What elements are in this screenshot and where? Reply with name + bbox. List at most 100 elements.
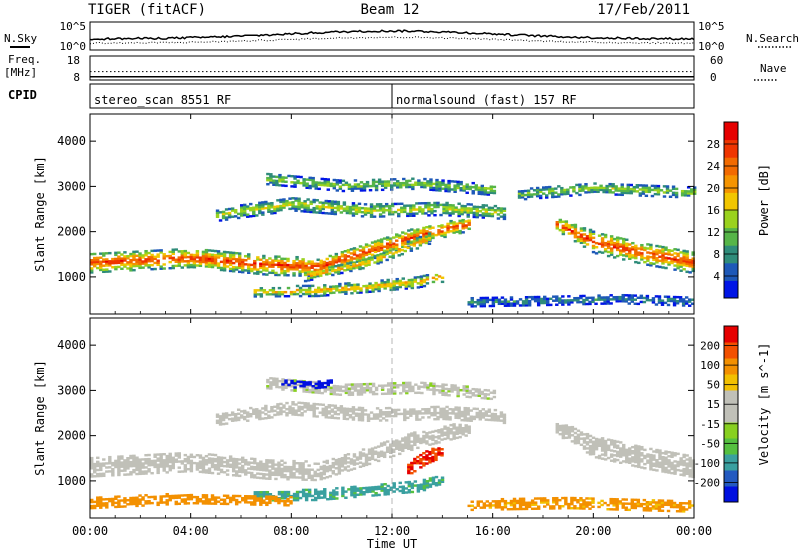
echo-cell xyxy=(334,467,339,470)
echo-cell xyxy=(472,417,476,421)
echo-cell xyxy=(264,406,268,410)
echo-cell xyxy=(603,450,608,453)
echo-cell xyxy=(383,287,387,290)
echo-cell xyxy=(320,288,324,291)
echo-cell xyxy=(289,502,293,505)
echo-cell xyxy=(655,261,659,264)
echo-cell xyxy=(664,260,668,264)
echo-cell xyxy=(475,215,479,219)
echo-cell xyxy=(384,411,389,414)
echo-cell xyxy=(288,203,292,206)
echo-cell xyxy=(667,450,671,454)
echo-cell xyxy=(294,413,298,416)
echo-cell xyxy=(102,498,106,501)
echo-cell xyxy=(461,433,465,436)
echo-cell xyxy=(425,278,430,281)
echo-cell xyxy=(265,261,269,264)
echo-cell xyxy=(381,413,386,416)
echo-cell xyxy=(277,467,281,471)
echo-cell xyxy=(244,254,248,258)
echo-cell xyxy=(518,499,523,503)
echo-cell xyxy=(543,499,547,502)
echo-cell xyxy=(328,260,332,264)
echo-cell xyxy=(407,282,412,286)
echo-cell xyxy=(640,248,644,251)
echo-cell xyxy=(307,494,312,498)
echo-cell xyxy=(427,205,431,209)
echo-cell xyxy=(682,459,686,463)
echo-cell xyxy=(302,184,306,187)
echo-cell xyxy=(259,493,264,496)
echo-cell xyxy=(436,415,440,419)
echo-cell xyxy=(265,273,269,276)
echo-cell xyxy=(286,265,290,269)
echo-cell xyxy=(189,453,194,457)
echo-cell xyxy=(597,454,602,458)
echo-cell xyxy=(468,187,472,191)
echo-cell xyxy=(330,206,335,209)
echo-cell xyxy=(165,471,169,474)
echo-cell xyxy=(582,437,587,440)
echo-cell xyxy=(327,406,331,409)
echo-cell xyxy=(688,471,692,474)
echo-cell xyxy=(523,197,528,201)
echo-cell xyxy=(383,281,387,284)
echo-cell xyxy=(362,387,367,390)
echo-cell xyxy=(612,443,617,447)
echo-cell xyxy=(478,411,482,415)
echo-cell xyxy=(394,414,398,418)
echo-cell xyxy=(383,491,387,494)
echo-cell xyxy=(348,207,353,211)
echo-cell xyxy=(346,465,351,468)
echo-cell xyxy=(306,198,310,201)
echo-cell xyxy=(658,449,662,452)
echo-cell xyxy=(688,462,692,466)
echo-cell xyxy=(323,288,327,291)
echo-cell xyxy=(405,385,409,389)
echo-cell xyxy=(141,260,145,263)
echo-cell xyxy=(317,391,321,395)
echo-cell xyxy=(466,413,470,416)
echo-cell xyxy=(652,462,656,465)
echo-cell xyxy=(324,205,328,209)
echo-cell xyxy=(413,276,418,279)
echo-cell xyxy=(365,284,369,288)
echo-cell xyxy=(512,503,517,507)
echo-cell xyxy=(252,206,256,209)
echo-cell xyxy=(311,176,315,180)
echo-cell xyxy=(597,250,602,254)
echo-cell xyxy=(439,415,443,419)
echo-cell xyxy=(218,419,223,422)
echo-cell xyxy=(275,379,279,383)
echo-cell xyxy=(407,471,411,475)
echo-cell xyxy=(612,243,617,247)
echo-cell xyxy=(268,497,272,501)
echo-cell xyxy=(186,459,191,463)
echo-cell xyxy=(591,296,595,299)
echo-cell xyxy=(102,268,106,271)
echo-cell xyxy=(654,295,659,298)
echo-cell xyxy=(312,200,316,204)
echo-cell xyxy=(286,269,290,273)
echo-cell xyxy=(453,188,457,191)
echo-cell xyxy=(335,491,339,494)
echo-cell xyxy=(318,403,322,406)
echo-cell xyxy=(304,472,308,475)
echo-cell xyxy=(430,405,434,409)
echo-cell xyxy=(323,292,327,295)
echo-cell xyxy=(415,239,420,242)
echo-cell xyxy=(351,206,356,209)
echo-cell xyxy=(168,260,172,264)
echo-cell xyxy=(376,241,381,244)
echo-cell xyxy=(643,256,647,260)
echo-cell xyxy=(484,212,489,215)
echo-cell xyxy=(573,439,578,443)
echo-cell xyxy=(429,180,433,183)
echo-cell xyxy=(329,386,334,390)
echo-cell xyxy=(224,422,229,425)
echo-cell xyxy=(470,500,474,503)
echo-cell xyxy=(440,230,444,233)
echo-cell xyxy=(201,500,206,503)
echo-cell xyxy=(288,207,292,211)
echo-cell xyxy=(368,284,372,287)
